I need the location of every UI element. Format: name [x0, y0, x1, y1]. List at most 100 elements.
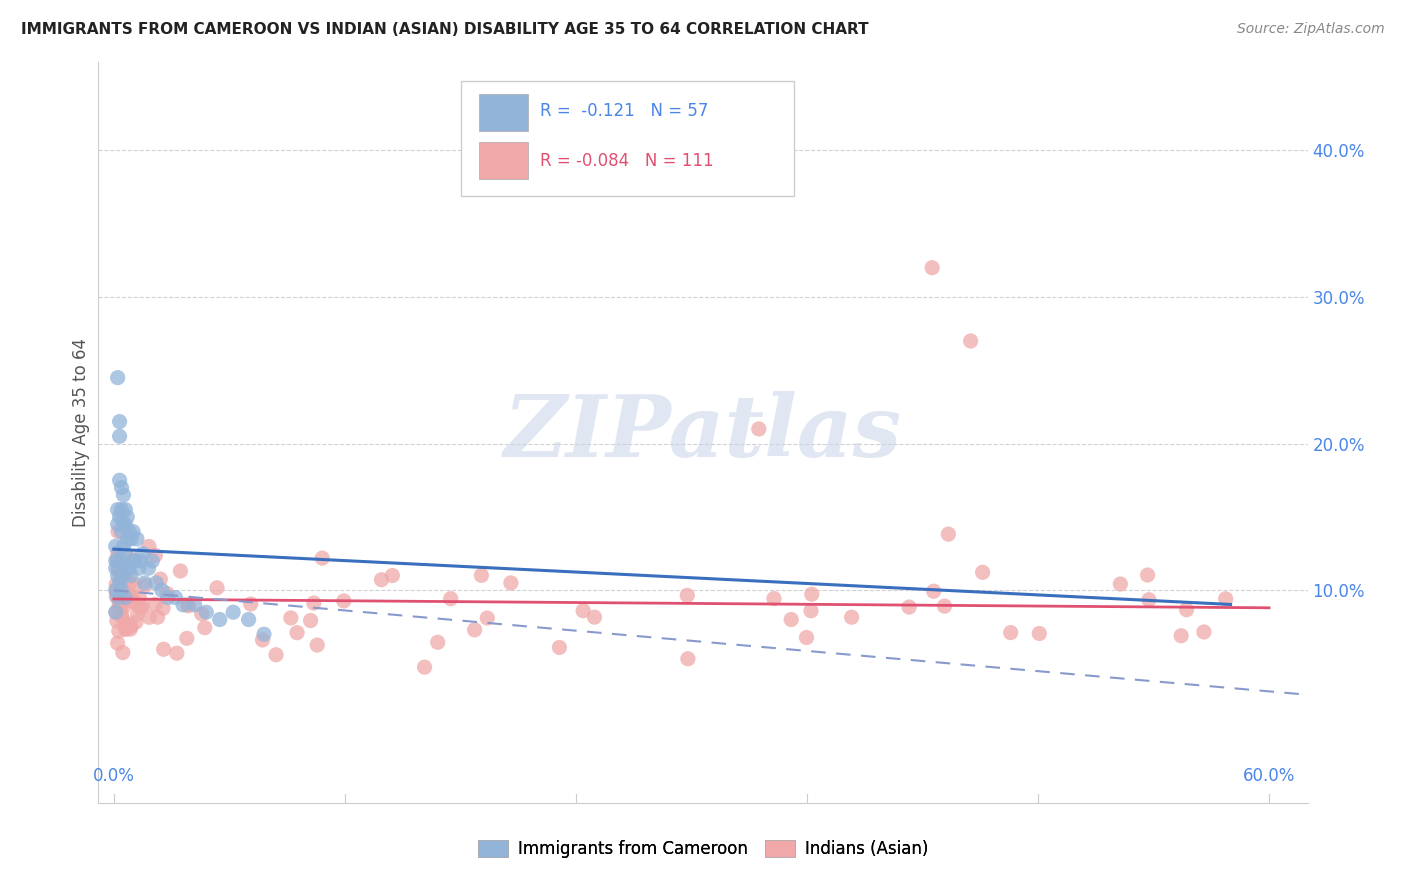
- Point: [166, 646, 188, 660]
- Point: [110, 583, 132, 598]
- Point: [112, 488, 135, 502]
- Point: [302, 596, 325, 610]
- Point: [108, 599, 131, 613]
- Point: [195, 605, 218, 619]
- Point: [285, 625, 308, 640]
- Point: [239, 597, 262, 611]
- Point: [1109, 577, 1132, 591]
- Text: ZIPatlas: ZIPatlas: [503, 391, 903, 475]
- Point: [105, 614, 128, 628]
- Text: IMMIGRANTS FROM CAMEROON VS INDIAN (ASIAN) DISABILITY AGE 35 TO 64 CORRELATION C: IMMIGRANTS FROM CAMEROON VS INDIAN (ASIA…: [21, 22, 869, 37]
- Point: [120, 532, 142, 546]
- Point: [253, 627, 276, 641]
- Point: [440, 591, 463, 606]
- Point: [922, 584, 945, 599]
- Point: [934, 599, 956, 614]
- Point: [762, 591, 785, 606]
- Text: 0.0%: 0.0%: [93, 767, 135, 785]
- Point: [107, 568, 129, 582]
- Point: [111, 571, 134, 585]
- Point: [108, 603, 131, 617]
- Point: [499, 575, 522, 590]
- Point: [108, 415, 131, 429]
- Point: [108, 510, 131, 524]
- Point: [333, 594, 356, 608]
- Point: [676, 652, 699, 666]
- Point: [107, 591, 129, 605]
- Point: [111, 611, 134, 625]
- Point: [1192, 624, 1215, 639]
- Point: [112, 517, 135, 532]
- Point: [114, 599, 136, 613]
- Point: [107, 524, 129, 539]
- Point: [117, 510, 139, 524]
- Point: [165, 591, 187, 605]
- Point: [125, 615, 148, 630]
- Point: [114, 502, 136, 516]
- Point: [583, 610, 606, 624]
- Point: [104, 554, 127, 568]
- Point: [118, 524, 141, 539]
- Point: [898, 600, 921, 615]
- Point: [125, 532, 148, 546]
- Point: [107, 370, 129, 384]
- Point: [176, 632, 198, 646]
- Point: [110, 554, 132, 568]
- Point: [118, 561, 141, 575]
- Point: [177, 599, 200, 613]
- Point: [464, 623, 486, 637]
- Point: [107, 546, 129, 560]
- Point: [1137, 592, 1160, 607]
- Point: [152, 642, 174, 657]
- Point: [114, 623, 136, 637]
- Point: [921, 260, 943, 275]
- Point: [108, 561, 131, 575]
- Point: [127, 598, 149, 612]
- Point: [117, 561, 139, 575]
- Point: [280, 611, 302, 625]
- Point: [477, 611, 499, 625]
- Point: [118, 564, 141, 578]
- Point: [156, 586, 179, 600]
- Point: [413, 660, 436, 674]
- Point: [108, 575, 131, 590]
- Point: [800, 587, 823, 601]
- Point: [143, 549, 166, 563]
- Point: [252, 632, 274, 647]
- Point: [299, 614, 322, 628]
- FancyBboxPatch shape: [479, 94, 527, 130]
- Point: [110, 577, 132, 591]
- Point: [146, 610, 169, 624]
- Point: [134, 575, 156, 590]
- Point: [121, 594, 143, 608]
- Point: [800, 604, 823, 618]
- Point: [938, 527, 960, 541]
- Point: [110, 591, 132, 606]
- Point: [111, 646, 134, 660]
- Point: [120, 590, 142, 604]
- Point: [381, 568, 404, 582]
- Point: [145, 575, 167, 590]
- Text: R =  -0.121   N = 57: R = -0.121 N = 57: [540, 103, 709, 120]
- Point: [110, 569, 132, 583]
- Point: [104, 605, 127, 619]
- Point: [1170, 629, 1192, 643]
- Point: [104, 539, 127, 553]
- Text: 60.0%: 60.0%: [1243, 767, 1295, 785]
- Point: [426, 635, 449, 649]
- Point: [110, 598, 132, 612]
- Point: [108, 429, 131, 443]
- Point: [311, 551, 333, 566]
- Point: [112, 568, 135, 582]
- Point: [128, 591, 150, 605]
- Point: [105, 590, 128, 604]
- Point: [122, 524, 145, 539]
- Point: [107, 554, 129, 568]
- Point: [127, 607, 149, 621]
- Point: [780, 613, 803, 627]
- Point: [307, 638, 329, 652]
- Point: [841, 610, 863, 624]
- FancyBboxPatch shape: [461, 81, 793, 195]
- Point: [141, 554, 163, 568]
- Point: [150, 583, 173, 598]
